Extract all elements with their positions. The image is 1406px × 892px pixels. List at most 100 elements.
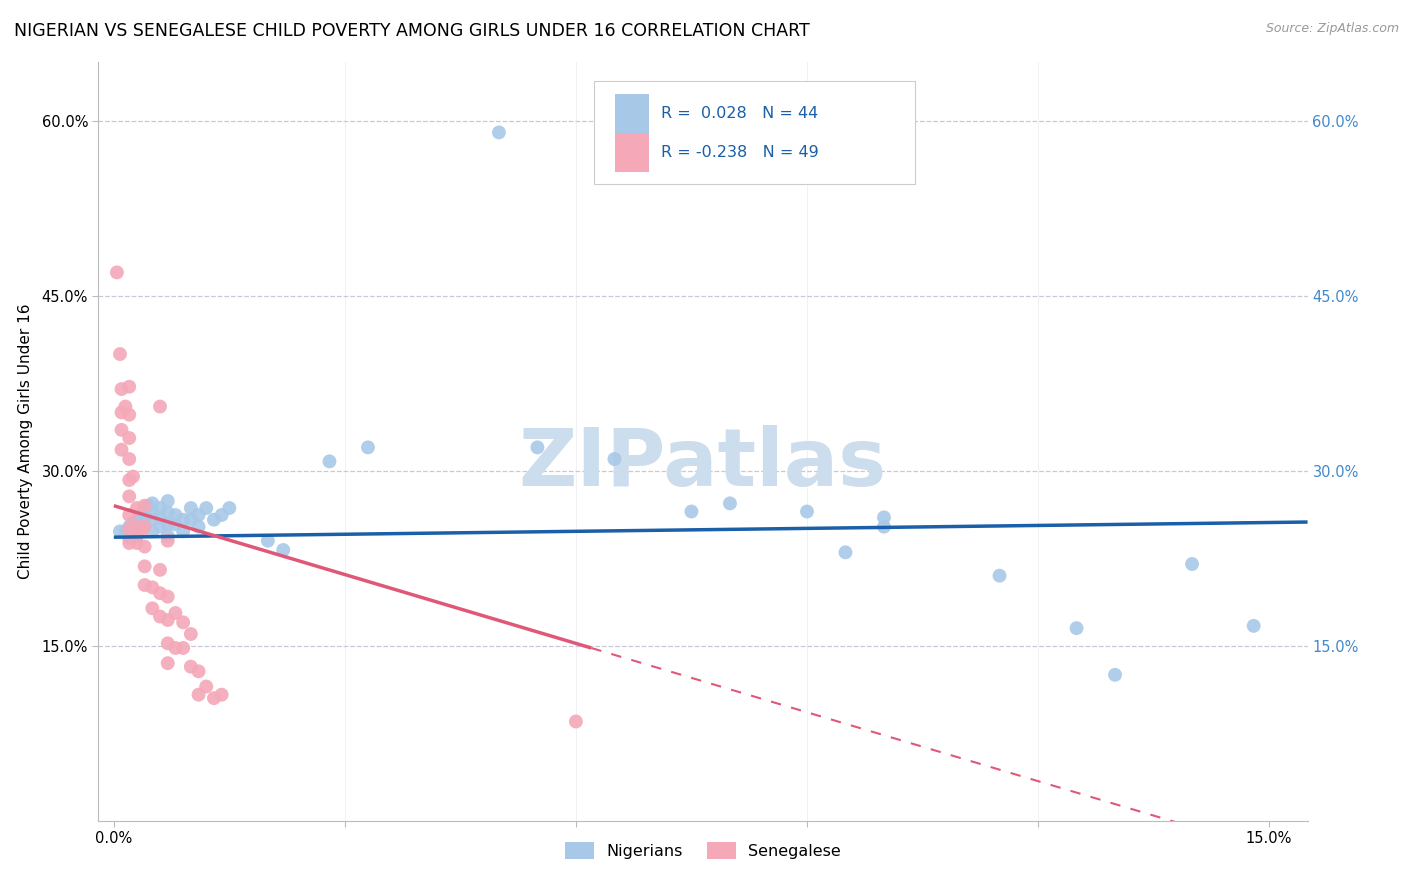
Point bbox=[118, 522, 141, 536]
Point bbox=[165, 606, 187, 620]
Point bbox=[180, 659, 202, 673]
Point bbox=[187, 688, 209, 702]
FancyBboxPatch shape bbox=[614, 133, 648, 172]
Point bbox=[149, 501, 172, 516]
Point bbox=[149, 609, 172, 624]
Point bbox=[110, 405, 132, 419]
Y-axis label: Child Poverty Among Girls Under 16: Child Poverty Among Girls Under 16 bbox=[18, 304, 34, 579]
Point bbox=[718, 496, 741, 510]
Point bbox=[165, 508, 187, 522]
Point bbox=[118, 532, 141, 546]
Point bbox=[141, 513, 163, 527]
Point bbox=[118, 431, 141, 445]
Point bbox=[180, 501, 202, 516]
Text: R = -0.238   N = 49: R = -0.238 N = 49 bbox=[661, 145, 818, 161]
Point bbox=[118, 508, 141, 522]
Point bbox=[1066, 621, 1088, 635]
Point bbox=[129, 508, 152, 522]
Point bbox=[149, 586, 172, 600]
FancyBboxPatch shape bbox=[614, 95, 648, 134]
Point bbox=[271, 543, 294, 558]
Point bbox=[165, 640, 187, 655]
Point bbox=[180, 627, 202, 641]
Point bbox=[108, 524, 131, 539]
Point bbox=[195, 680, 218, 694]
Point bbox=[141, 524, 163, 539]
Point bbox=[172, 513, 194, 527]
Point bbox=[172, 524, 194, 539]
Point bbox=[125, 536, 148, 550]
Point bbox=[114, 400, 136, 414]
Point bbox=[149, 400, 172, 414]
Point bbox=[202, 513, 225, 527]
Point bbox=[134, 540, 156, 554]
Point bbox=[134, 578, 156, 592]
Point bbox=[681, 504, 703, 518]
Point bbox=[118, 380, 141, 394]
Point bbox=[211, 688, 233, 702]
Point bbox=[257, 533, 280, 548]
Point bbox=[218, 501, 240, 516]
Point bbox=[565, 714, 588, 729]
Point bbox=[125, 519, 148, 533]
Point bbox=[156, 613, 179, 627]
Point bbox=[357, 441, 380, 455]
Point bbox=[118, 408, 141, 422]
Point bbox=[165, 517, 187, 532]
Point bbox=[180, 513, 202, 527]
Point bbox=[603, 452, 626, 467]
Point bbox=[125, 529, 148, 543]
Point bbox=[526, 441, 548, 455]
Point bbox=[172, 615, 194, 630]
Point bbox=[195, 501, 218, 516]
Point bbox=[834, 545, 856, 559]
Point bbox=[118, 452, 141, 467]
Point bbox=[156, 517, 179, 532]
Point bbox=[156, 506, 179, 520]
Point bbox=[202, 691, 225, 706]
Point bbox=[118, 489, 141, 503]
Point bbox=[796, 504, 818, 518]
Text: ZIPatlas: ZIPatlas bbox=[519, 425, 887, 503]
Point bbox=[125, 522, 148, 536]
Point bbox=[129, 524, 152, 539]
Point bbox=[134, 519, 156, 533]
Point bbox=[156, 494, 179, 508]
Point bbox=[156, 533, 179, 548]
Point bbox=[156, 590, 179, 604]
Point bbox=[187, 508, 209, 522]
Point bbox=[114, 524, 136, 539]
Point bbox=[110, 382, 132, 396]
Point bbox=[149, 519, 172, 533]
Point bbox=[149, 563, 172, 577]
Point bbox=[187, 519, 209, 533]
Point bbox=[187, 665, 209, 679]
Point bbox=[873, 510, 896, 524]
Point bbox=[134, 510, 156, 524]
Point bbox=[125, 513, 148, 527]
Point bbox=[156, 636, 179, 650]
Text: Source: ZipAtlas.com: Source: ZipAtlas.com bbox=[1265, 22, 1399, 36]
Point bbox=[1243, 619, 1265, 633]
Point bbox=[211, 508, 233, 522]
Point bbox=[318, 454, 340, 468]
Point bbox=[141, 601, 163, 615]
Point bbox=[141, 580, 163, 594]
Point bbox=[488, 125, 510, 139]
Point bbox=[156, 529, 179, 543]
Text: R =  0.028   N = 44: R = 0.028 N = 44 bbox=[661, 106, 818, 121]
Point bbox=[134, 519, 156, 533]
Point bbox=[1104, 668, 1126, 682]
Point bbox=[122, 469, 145, 483]
Point bbox=[138, 499, 160, 513]
Point bbox=[134, 499, 156, 513]
Point bbox=[988, 568, 1011, 582]
Point bbox=[141, 506, 163, 520]
Point bbox=[134, 559, 156, 574]
Point bbox=[105, 265, 128, 279]
Point bbox=[141, 496, 163, 510]
Text: NIGERIAN VS SENEGALESE CHILD POVERTY AMONG GIRLS UNDER 16 CORRELATION CHART: NIGERIAN VS SENEGALESE CHILD POVERTY AMO… bbox=[14, 22, 810, 40]
FancyBboxPatch shape bbox=[595, 81, 915, 184]
Point bbox=[118, 536, 141, 550]
Point bbox=[110, 423, 132, 437]
